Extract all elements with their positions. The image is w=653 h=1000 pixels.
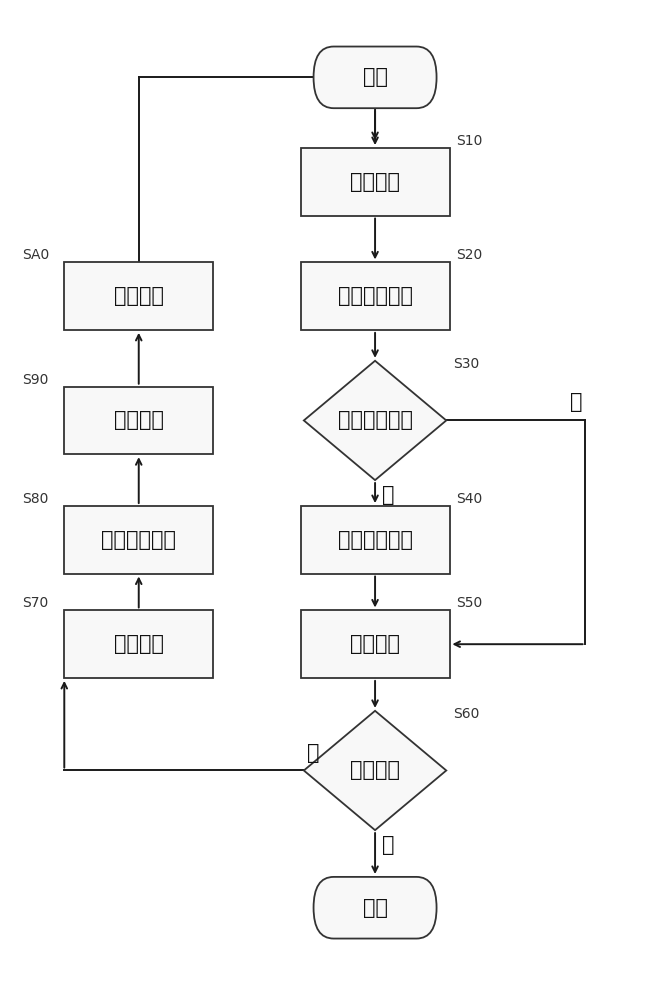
Text: 是: 是 <box>381 485 394 505</box>
Text: S40: S40 <box>456 492 482 506</box>
Text: S10: S10 <box>456 134 483 148</box>
Text: 保存文件: 保存文件 <box>114 286 164 306</box>
Polygon shape <box>304 361 446 480</box>
FancyBboxPatch shape <box>64 387 213 454</box>
FancyBboxPatch shape <box>300 506 449 574</box>
Polygon shape <box>304 711 446 830</box>
Text: 收发数据: 收发数据 <box>350 634 400 654</box>
Text: S90: S90 <box>22 373 48 387</box>
Text: 否: 否 <box>569 392 582 412</box>
Text: 读取是否成功: 读取是否成功 <box>338 410 413 430</box>
Text: 结束: 结束 <box>362 898 388 918</box>
Text: 读取配置文件: 读取配置文件 <box>338 286 413 306</box>
FancyBboxPatch shape <box>64 262 213 330</box>
Text: S30: S30 <box>453 357 479 371</box>
Text: S70: S70 <box>22 596 48 610</box>
Text: SA0: SA0 <box>22 248 50 262</box>
Text: S60: S60 <box>453 707 479 721</box>
Text: 是否配置: 是否配置 <box>350 760 400 780</box>
Text: S80: S80 <box>22 492 48 506</box>
Text: 是: 是 <box>307 743 319 763</box>
Text: 设备自检: 设备自检 <box>350 172 400 192</box>
Text: 检查通信连接: 检查通信连接 <box>338 530 413 550</box>
Text: 否: 否 <box>381 835 394 855</box>
Text: 组织数据上送: 组织数据上送 <box>101 530 176 550</box>
FancyBboxPatch shape <box>64 506 213 574</box>
FancyBboxPatch shape <box>313 877 437 939</box>
FancyBboxPatch shape <box>300 610 449 678</box>
Text: S50: S50 <box>456 596 482 610</box>
Text: 系统配置: 系统配置 <box>114 634 164 654</box>
FancyBboxPatch shape <box>64 610 213 678</box>
FancyBboxPatch shape <box>300 148 449 216</box>
Text: 开始: 开始 <box>362 67 388 87</box>
FancyBboxPatch shape <box>300 262 449 330</box>
Text: 转发数据: 转发数据 <box>114 410 164 430</box>
FancyBboxPatch shape <box>313 47 437 108</box>
Text: S20: S20 <box>456 248 482 262</box>
